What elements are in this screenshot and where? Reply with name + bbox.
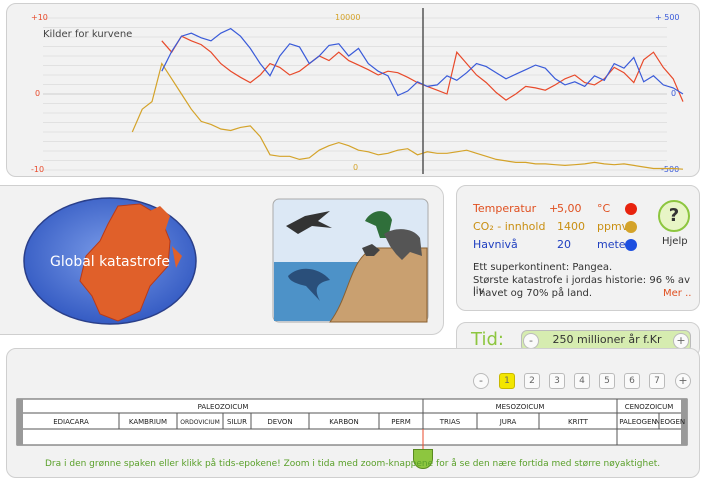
help-button[interactable]: ? — [658, 200, 690, 232]
info-unit: °C — [597, 202, 611, 215]
right-axis-top: + 500 — [655, 13, 680, 22]
zoom-level-2-button[interactable]: 2 — [524, 373, 540, 389]
mid-axis-bottom: 0 — [353, 163, 358, 172]
info-value: 1400 — [557, 220, 585, 233]
tree-shape — [365, 211, 392, 238]
left-axis-mid: 0 — [35, 89, 40, 98]
info-value: 5,00 — [557, 202, 582, 215]
info-label: CO₂ - innhold — [473, 220, 546, 233]
chart-gridlines — [43, 17, 667, 171]
left-axis-top: +10 — [31, 13, 48, 22]
zoom-level-5-button[interactable]: 5 — [599, 373, 615, 389]
map-label: Global katastrofe — [50, 254, 170, 270]
zoom-level-7-button[interactable]: 7 — [649, 373, 665, 389]
right-axis-mid: 0 — [671, 89, 676, 98]
info-panel: Temperatur +5,00 °C CO₂ - innhold 1400 ppmv Ha… — [456, 185, 700, 311]
geologic-timeline: PALEOZOICUM MESOZOICUM CENOZOICUM EDIACARA… — [16, 398, 688, 459]
continent-fragments — [150, 206, 182, 268]
indicator-dot — [625, 203, 637, 215]
zoom-level-3-button[interactable]: 3 — [549, 373, 565, 389]
indicator-dot — [625, 221, 637, 233]
description-line-1: Ett superkontinent: Pangea. — [473, 262, 613, 273]
period-karbon[interactable]: KARBON — [329, 418, 359, 426]
zoom-in-button[interactable]: + — [675, 373, 691, 389]
chart-sources-link[interactable]: Kilder for kurvene — [43, 29, 132, 40]
period-trias[interactable]: TRIAS — [439, 418, 461, 426]
more-link[interactable]: Mer .. — [663, 288, 692, 299]
era-cenozoicum[interactable]: CENOZOICUM — [625, 403, 673, 411]
period-ordovicium[interactable]: ORDOVICIUM — [180, 419, 220, 426]
timeline-right-cap — [681, 399, 687, 445]
indicator-dot — [625, 239, 637, 251]
info-label: Temperatur — [473, 202, 537, 215]
ichthyosaur-shape — [288, 268, 330, 301]
left-axis-bottom: -10 — [31, 165, 44, 174]
mid-axis-top: 10000 — [335, 13, 360, 22]
period-kambrium[interactable]: KAMBRIUM — [129, 418, 167, 426]
time-increase-button[interactable]: + — [673, 333, 689, 349]
time-value: 250 millioner år f.Kr — [552, 333, 662, 346]
help-icon: ? — [668, 205, 680, 226]
info-label: Havnivå — [473, 238, 518, 251]
pangea-map: Global katastrofe — [23, 197, 429, 325]
climate-chart: +10 0 -10 10000 0 + 500 0 -500 Kilder fo… — [31, 8, 684, 174]
description-line-2: Største katastrofe i jordas historie: 96… — [473, 275, 690, 297]
period-silur[interactable]: SILUR — [227, 418, 247, 426]
period-kritt[interactable]: KRITT — [568, 418, 589, 426]
info-sign: + — [549, 202, 559, 215]
era-mesozoicum[interactable]: MESOZOICUM — [496, 403, 545, 411]
timeline-left-cap — [17, 399, 23, 445]
small-animal-shape — [362, 244, 380, 256]
pterosaur-shape — [286, 211, 332, 234]
period-devon[interactable]: DEVON — [267, 418, 292, 426]
chart-series — [131, 27, 684, 170]
zoom-level-4-button[interactable]: 4 — [574, 373, 590, 389]
help-label: Hjelp — [662, 236, 688, 247]
period-paleogen[interactable]: PALEOGEN — [619, 418, 656, 426]
climate-chart-panel: +10 0 -10 10000 0 + 500 0 -500 Kilder fo… — [6, 3, 700, 177]
info-unit: ppmv — [597, 220, 629, 233]
period-neogen[interactable]: NEOGEN — [655, 418, 685, 426]
right-axis-bottom: -500 — [661, 165, 679, 174]
period-ediacara[interactable]: EDIACARA — [53, 418, 89, 426]
map-panel: Global katastrofe — [0, 185, 444, 335]
time-label: Tid: — [471, 329, 504, 350]
description-line-3: i havet og 70% på land. — [473, 288, 593, 299]
time-slider-handle[interactable] — [413, 449, 433, 469]
fauna-illustration — [272, 198, 429, 323]
info-value: 20 — [557, 238, 571, 251]
period-perm[interactable]: PERM — [391, 418, 411, 426]
era-paleozoicum[interactable]: PALEOZOICUM — [198, 403, 249, 411]
time-decrease-button[interactable]: - — [523, 333, 539, 349]
zoom-out-button[interactable]: - — [473, 373, 489, 389]
therapsid-shape — [384, 229, 422, 260]
period-row: EDIACARA KAMBRIUM ORDOVICIUM SILUR DEVON KARB… — [53, 413, 685, 429]
zoom-level-6-button[interactable]: 6 — [624, 373, 640, 389]
instruction-text: Dra i den grønne spaken eller klikk på t… — [45, 459, 661, 469]
co2-series-line — [131, 62, 684, 170]
period-jura[interactable]: JURA — [499, 418, 517, 426]
zoom-level-1-button[interactable]: 1 — [499, 373, 515, 389]
info-unit: meter — [597, 238, 631, 251]
